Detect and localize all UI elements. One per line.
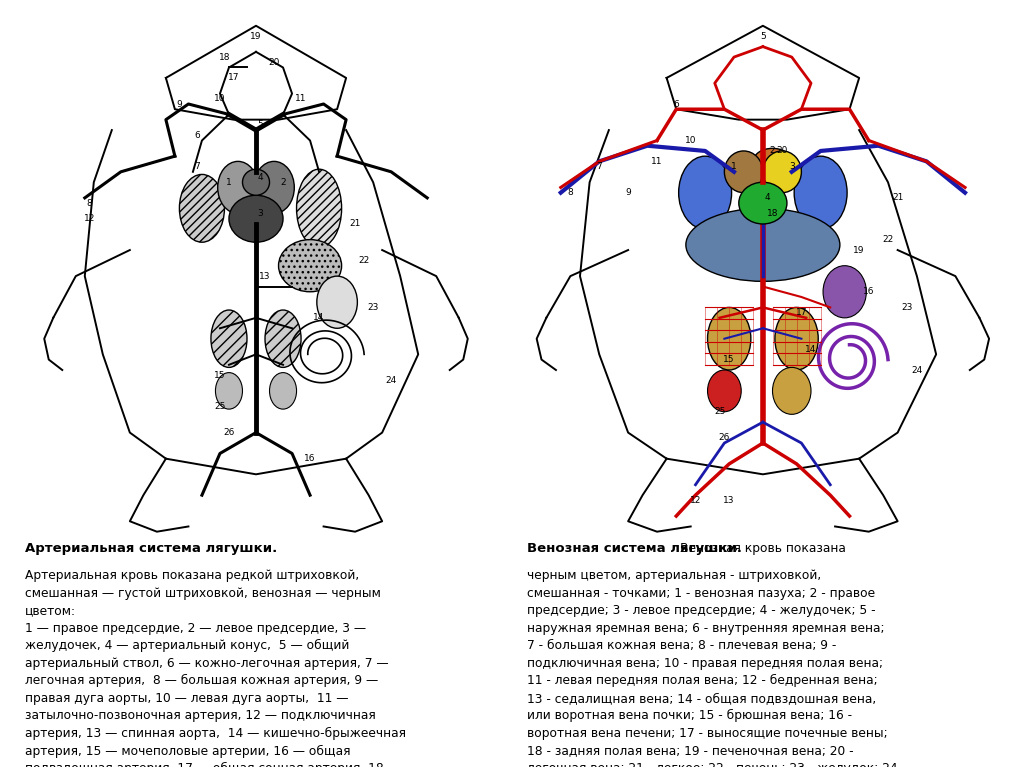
- Text: 1: 1: [226, 178, 231, 186]
- Ellipse shape: [215, 373, 243, 409]
- Text: 16: 16: [304, 454, 315, 463]
- Text: 18: 18: [767, 209, 778, 218]
- Text: 4: 4: [258, 173, 263, 182]
- Text: 2: 2: [281, 178, 286, 186]
- Text: 1: 1: [731, 162, 737, 171]
- Ellipse shape: [823, 265, 866, 318]
- Text: 5: 5: [258, 120, 263, 130]
- Text: 2: 2: [770, 146, 775, 156]
- Text: 21: 21: [892, 193, 903, 202]
- Text: 17: 17: [796, 308, 807, 317]
- Text: 7: 7: [195, 162, 201, 171]
- Text: Артериальная система лягушки.: Артериальная система лягушки.: [26, 542, 278, 555]
- Text: 15: 15: [214, 370, 225, 380]
- Text: 9: 9: [176, 100, 182, 108]
- Text: 8: 8: [567, 188, 573, 197]
- Ellipse shape: [297, 170, 342, 248]
- Text: 9: 9: [626, 188, 631, 197]
- Text: 14: 14: [313, 314, 325, 322]
- Ellipse shape: [229, 196, 283, 242]
- Text: 20: 20: [776, 146, 787, 156]
- Text: 11: 11: [651, 157, 663, 166]
- Ellipse shape: [679, 156, 731, 229]
- Text: черным цветом, артериальная - штриховкой,
смешанная - точками; 1 - венозная пазу: черным цветом, артериальная - штриховкой…: [527, 569, 898, 767]
- Ellipse shape: [754, 148, 792, 174]
- Ellipse shape: [795, 156, 847, 229]
- Ellipse shape: [254, 161, 294, 213]
- Ellipse shape: [708, 308, 751, 370]
- Text: 15: 15: [723, 355, 735, 364]
- Text: 5: 5: [760, 31, 766, 41]
- Ellipse shape: [218, 161, 258, 213]
- Ellipse shape: [279, 239, 342, 291]
- Text: 6: 6: [195, 131, 201, 140]
- Text: 19: 19: [853, 245, 865, 255]
- Text: Венозная система лягушки.: Венозная система лягушки.: [527, 542, 746, 555]
- Text: 22: 22: [883, 235, 894, 244]
- Text: 6: 6: [674, 100, 679, 108]
- Text: 19: 19: [250, 31, 262, 41]
- Text: 3: 3: [258, 209, 263, 218]
- Text: 13: 13: [259, 272, 270, 281]
- Text: 18: 18: [219, 53, 230, 61]
- Text: 24: 24: [386, 376, 396, 385]
- Text: Венозная кровь показана: Венозная кровь показана: [680, 542, 846, 555]
- Text: 8: 8: [86, 199, 92, 208]
- Ellipse shape: [708, 370, 741, 412]
- Text: 3: 3: [788, 162, 795, 171]
- Ellipse shape: [316, 276, 357, 328]
- Text: 12: 12: [690, 496, 701, 505]
- Ellipse shape: [686, 209, 840, 281]
- Text: 4: 4: [765, 193, 770, 202]
- Text: 26: 26: [223, 428, 234, 437]
- Ellipse shape: [179, 174, 224, 242]
- Ellipse shape: [211, 310, 247, 367]
- Text: 16: 16: [863, 288, 874, 296]
- Text: 25: 25: [214, 402, 225, 411]
- Text: 22: 22: [358, 256, 370, 265]
- Text: 17: 17: [227, 74, 240, 82]
- Ellipse shape: [772, 367, 811, 414]
- Ellipse shape: [269, 373, 297, 409]
- Ellipse shape: [775, 308, 818, 370]
- Text: 14: 14: [805, 344, 817, 354]
- Text: 25: 25: [714, 407, 725, 416]
- Text: 12: 12: [84, 214, 95, 223]
- Text: 26: 26: [719, 433, 730, 443]
- Text: 10: 10: [685, 136, 696, 145]
- Text: 21: 21: [349, 219, 360, 229]
- Ellipse shape: [763, 151, 802, 193]
- Text: 13: 13: [723, 496, 735, 505]
- Text: 20: 20: [268, 58, 280, 67]
- Ellipse shape: [265, 310, 301, 367]
- Text: 23: 23: [901, 303, 913, 312]
- Text: 7: 7: [596, 162, 602, 171]
- Text: Артериальная кровь показана редкой штриховкой,
смешанная — густой штриховкой, ве: Артериальная кровь показана редкой штрих…: [26, 569, 414, 767]
- Ellipse shape: [738, 183, 786, 224]
- Text: 10: 10: [214, 94, 225, 104]
- Text: 11: 11: [295, 94, 307, 104]
- Ellipse shape: [724, 151, 763, 193]
- Ellipse shape: [243, 170, 269, 196]
- Text: 24: 24: [911, 366, 923, 374]
- Text: 23: 23: [368, 303, 379, 312]
